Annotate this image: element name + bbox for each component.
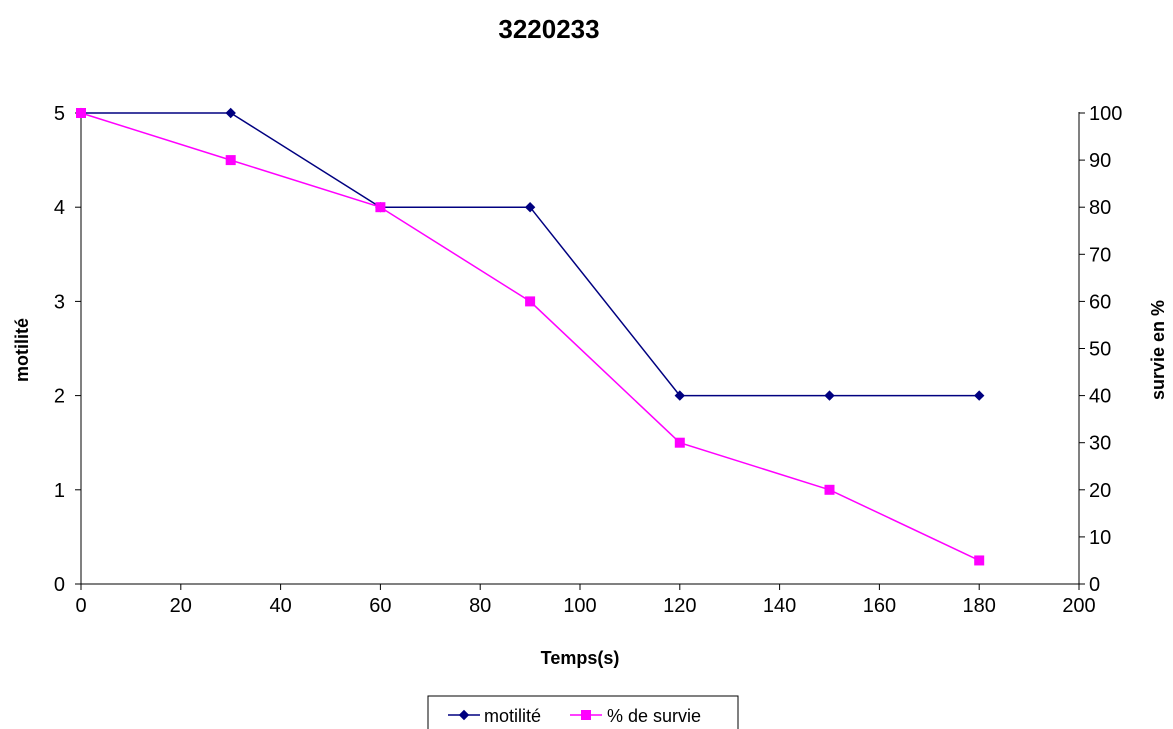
y2-tick-label: 90: [1089, 150, 1111, 172]
legend-box: [427, 695, 739, 729]
x-axis-title: Temps(s): [541, 648, 620, 668]
legend-marker-motilite: [458, 709, 470, 721]
y-tick-label: 3: [54, 291, 65, 313]
y2-tick-label: 70: [1089, 244, 1111, 266]
x-tick-label: 200: [1062, 595, 1095, 617]
legend-marker-survie: [581, 710, 591, 720]
y-tick-label: 5: [54, 103, 65, 125]
data-point-survie: [375, 202, 386, 213]
series-line-survie: [80, 112, 980, 562]
y2-tick-label: 40: [1089, 386, 1111, 408]
data-point-survie: [225, 155, 236, 166]
data-point-survie: [824, 484, 835, 495]
legend-label-survie: % de survie: [607, 706, 701, 726]
data-point-motilite: [824, 390, 835, 401]
y-tick-label: 2: [54, 386, 65, 408]
x-tick-label: 60: [369, 595, 391, 617]
data-point-motilite: [973, 390, 985, 401]
x-tick-label: 40: [269, 595, 291, 617]
x-tick-label: 20: [170, 595, 192, 617]
x-tick-label: 100: [563, 595, 596, 617]
y2-axis-title: survie en %: [1148, 300, 1168, 400]
y-tick-label: 4: [54, 197, 65, 219]
legend: motilité % de survie: [427, 695, 739, 729]
data-point-survie: [525, 296, 536, 307]
y2-tick-label: 50: [1089, 339, 1111, 361]
y2-tick-label: 80: [1089, 197, 1111, 219]
y-axis-title: motilité: [12, 318, 32, 382]
data-point-survie: [674, 437, 685, 448]
x-tick-label: 80: [469, 595, 491, 617]
data-point-motilite: [674, 390, 686, 401]
data-point-survie: [974, 555, 985, 566]
data-point-survie: [76, 108, 86, 118]
x-tick-label: 180: [963, 595, 996, 617]
x-tick-label: 120: [663, 595, 696, 617]
y2-tick-label: 100: [1089, 103, 1122, 125]
y-tick-label: 0: [54, 574, 65, 596]
y2-tick-label: 10: [1089, 527, 1111, 549]
y2-tick-label: 30: [1089, 433, 1111, 455]
plot-area: 0 20 40 60 80 100 120 140 160 180 2000123450102030…: [54, 103, 1123, 617]
x-tick-label: 140: [763, 595, 796, 617]
x-tick-label: 160: [863, 595, 896, 617]
y2-tick-label: 20: [1089, 480, 1111, 502]
y2-tick-label: 0: [1089, 574, 1100, 596]
chart-title: 3220233: [498, 14, 599, 44]
y-tick-label: 1: [54, 480, 65, 502]
data-point-motilite: [524, 201, 536, 213]
legend-label-motilite: motilité: [484, 706, 541, 726]
y2-tick-label: 60: [1089, 291, 1111, 313]
x-tick-label: 0: [75, 595, 86, 617]
data-point-motilite: [225, 107, 236, 119]
